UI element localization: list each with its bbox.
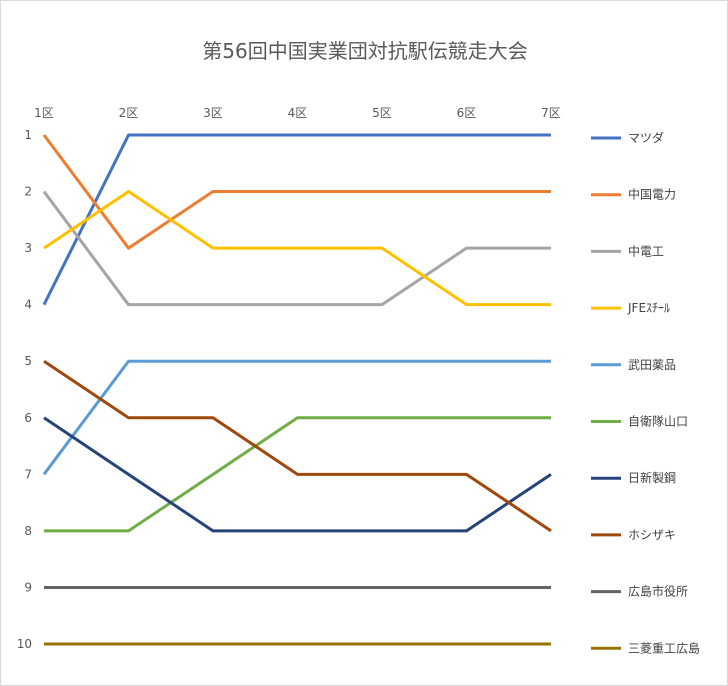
y-tick-label: 8 bbox=[24, 524, 32, 538]
y-tick-label: 10 bbox=[17, 637, 32, 651]
series-line bbox=[44, 416, 551, 533]
series-line bbox=[42, 134, 551, 250]
legend-label: 武田薬品 bbox=[628, 358, 676, 372]
series-line bbox=[43, 190, 551, 307]
x-tick-label: 3区 bbox=[203, 106, 223, 120]
series-line bbox=[43, 359, 552, 533]
y-tick-label: 6 bbox=[24, 411, 32, 425]
legend-item: ホシザキ bbox=[591, 528, 676, 542]
legend-item: 中電工 bbox=[591, 243, 664, 258]
x-tick-label: 2区 bbox=[119, 106, 139, 120]
legend-label: 日新製鋼 bbox=[628, 470, 676, 485]
legend-label: マツダ bbox=[628, 130, 664, 145]
series-lines bbox=[42, 133, 552, 646]
legend-item: 日新製鋼 bbox=[591, 470, 676, 485]
x-tick-label: 5区 bbox=[372, 106, 392, 120]
legend-item: 武田薬品 bbox=[591, 358, 676, 372]
legend-label: JFEｽﾁｰﾙ bbox=[627, 301, 670, 315]
legend-label: ホシザキ bbox=[628, 528, 676, 542]
legend-item: マツダ bbox=[591, 130, 664, 145]
y-tick-label: 5 bbox=[24, 354, 32, 368]
legend-item: 三菱重工広島 bbox=[591, 640, 700, 655]
legend-label: 三菱重工広島 bbox=[628, 640, 700, 655]
y-tick-label: 3 bbox=[24, 241, 32, 255]
y-tick-label: 4 bbox=[24, 298, 32, 312]
chart-title: 第56回中国実業団対抗駅伝競走大会 bbox=[202, 39, 528, 63]
legend-label: 中電工 bbox=[628, 243, 664, 258]
x-axis-ticks: 1区 2区 3区 4区 5区 6区 7区 bbox=[34, 106, 561, 120]
series-line bbox=[42, 359, 551, 476]
legend-label: 自衛隊山口 bbox=[628, 414, 688, 429]
y-tick-label: 2 bbox=[24, 185, 32, 199]
series-line bbox=[42, 190, 551, 307]
x-tick-label: 1区 bbox=[34, 106, 54, 120]
legend-item: JFEｽﾁｰﾙ bbox=[591, 301, 670, 315]
y-tick-label: 9 bbox=[24, 580, 32, 594]
series-line bbox=[43, 416, 552, 533]
series-line bbox=[42, 133, 551, 306]
x-tick-label: 7区 bbox=[541, 106, 561, 120]
y-tick-label: 1 bbox=[24, 128, 32, 142]
legend-label: 中国電力 bbox=[628, 187, 676, 202]
legend-label: 広島市役所 bbox=[628, 584, 688, 599]
x-tick-label: 4区 bbox=[288, 106, 308, 120]
legend-item: 自衛隊山口 bbox=[591, 414, 688, 429]
y-axis-ticks: 1 2 3 4 5 6 7 8 9 10 bbox=[17, 128, 32, 651]
y-tick-label: 7 bbox=[24, 467, 32, 481]
x-tick-label: 6区 bbox=[457, 106, 477, 120]
legend-item: 中国電力 bbox=[591, 187, 676, 202]
legend-item: 広島市役所 bbox=[591, 584, 688, 599]
